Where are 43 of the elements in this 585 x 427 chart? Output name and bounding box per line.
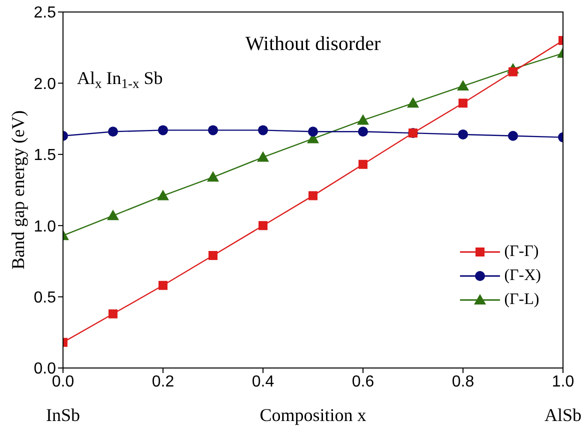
point [258,221,268,230]
point [458,98,468,108]
x-tick-label: 0.4 [252,373,274,390]
y-tick-label: 0.5 [34,289,56,306]
x-tick-label: 0.8 [452,373,474,390]
x-tick-label: 0.2 [152,373,174,390]
legend-label: (Γ-Γ) [504,242,539,261]
y-tick-label: 1.5 [34,147,56,164]
point [358,160,368,169]
y-axis-title: Band gap energy (eV) [8,110,28,270]
x-tick-label: 1.0 [552,373,574,390]
point [107,210,119,220]
point [508,67,518,76]
point [407,97,419,108]
x-axis-title: Composition x [260,405,366,425]
y-tick-label: 2.0 [34,76,56,93]
point [157,190,169,200]
point [208,125,218,136]
point [158,125,168,136]
point [108,309,118,318]
point [158,280,168,290]
point [358,126,368,137]
point [308,126,318,137]
x-tick-label: 0.0 [52,373,74,390]
point [257,151,269,162]
point [457,80,469,91]
point [258,125,268,136]
x-tick-label: 0.6 [352,373,374,390]
text: InSb [46,405,80,425]
point [207,171,219,182]
text: AlSb [544,405,582,425]
legend-label: (Γ-L) [504,290,540,309]
point [308,191,318,200]
text: Without disorder [245,33,381,55]
y-tick-label: 2.5 [34,4,56,22]
y-tick-label: 1.0 [34,218,56,236]
point [458,129,468,140]
point [108,126,118,137]
legend-label: (Γ-X) [504,266,541,285]
annotation: Al$_{x}$In$_{1-x}$Sb [77,68,163,92]
point [208,251,218,260]
point [357,114,369,125]
point [508,130,518,141]
